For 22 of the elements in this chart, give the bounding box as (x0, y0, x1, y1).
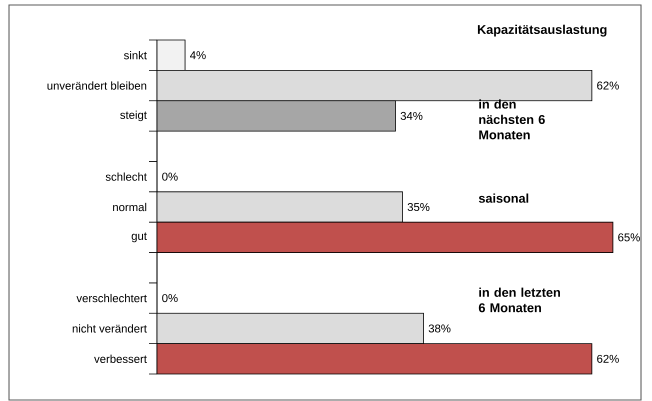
data-label: 0% (162, 294, 178, 302)
data-label: 65% (618, 233, 640, 242)
data-label: 38% (428, 324, 451, 332)
y-tick-label: verschlechtert (76, 294, 147, 302)
y-tick-label: normal (113, 202, 146, 212)
data-label: 35% (408, 203, 430, 212)
annotation: in den letzten 6 Monaten (478, 288, 560, 312)
annotation: saisonal (478, 193, 528, 203)
y-tick-label: nicht verändert (72, 324, 147, 333)
data-label: 34% (400, 112, 422, 120)
y-tick-label: schlecht (106, 172, 147, 181)
y-tick-label: gut (132, 232, 147, 242)
annotation: in den nächsten 6 Monaten (479, 99, 545, 140)
y-tick-label: verbessert (94, 354, 147, 363)
data-label: 62% (597, 354, 619, 363)
data-label: 62% (597, 82, 619, 90)
y-tick-label: unverändert bleiben (48, 81, 146, 90)
data-label: 4% (190, 51, 206, 60)
chart-title: Kapazitätsauslastung (478, 24, 606, 37)
y-tick-label: sinkt (124, 51, 147, 60)
data-label: 0% (162, 172, 178, 181)
y-tick-label: steigt (120, 110, 147, 122)
